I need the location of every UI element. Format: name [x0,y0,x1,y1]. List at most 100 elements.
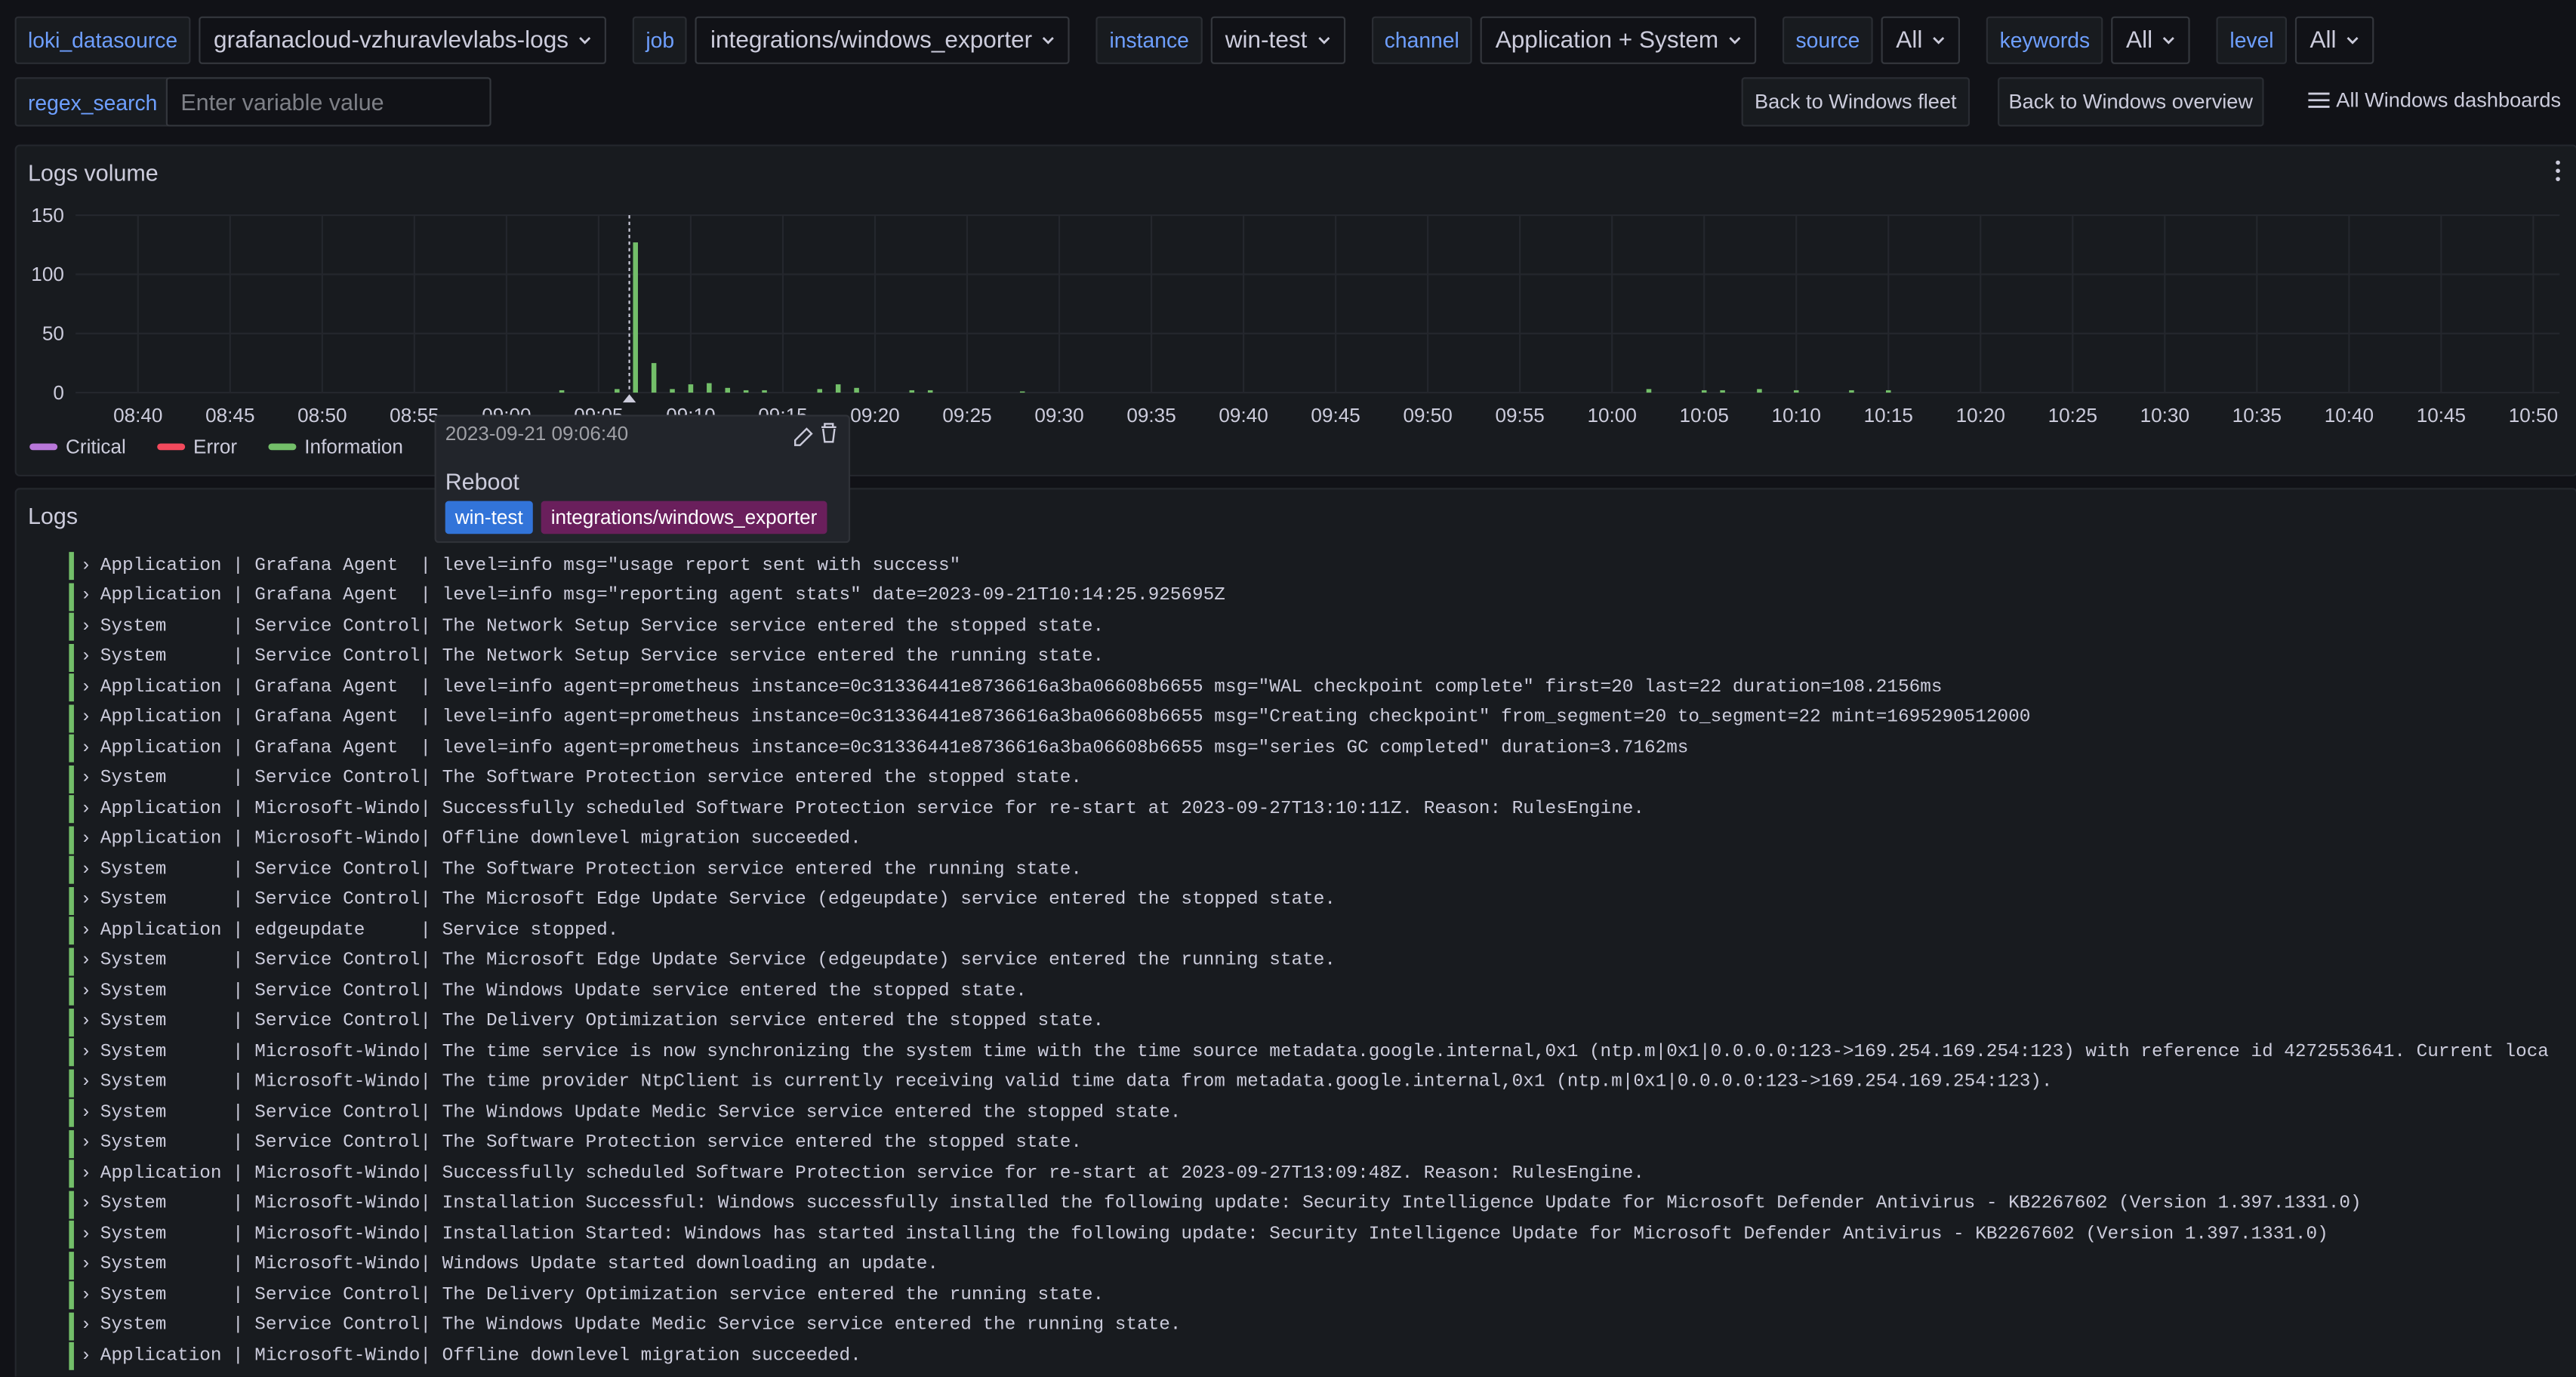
log-row[interactable]: › System | Service Control| The Windows U… [69,1311,1181,1340]
variable-label: level [2216,16,2288,64]
log-line: System | Service Control| The Software P… [100,860,1082,880]
variable-select[interactable]: All [1881,16,1961,64]
x-tick-label: 08:55 [390,404,439,427]
link-button[interactable]: Back to Windows fleet [1741,77,1971,127]
panel-menu[interactable] [2553,159,2563,182]
variable: keywords All [1986,16,2191,64]
x-tick-label: 10:20 [1956,404,2005,427]
expand-chevron: › [80,1103,92,1123]
log-line: Application | Grafana Agent | level=info… [100,677,1943,698]
x-tick-label: 09:45 [1311,404,1360,427]
dropdown-link[interactable]: All Windows dashboards [2336,88,2562,112]
log-row[interactable]: › Application | Grafana Agent | level=inf… [69,704,2030,732]
variable-select[interactable]: All [2294,16,2374,64]
y-tick-label: 150 [31,204,64,226]
log-line: Application | Grafana Agent | level=info… [100,707,2031,728]
variable-value: Application + System [1495,26,1719,54]
x-tick-label: 08:50 [297,404,347,427]
variable-select[interactable]: integrations/windows_exporter [695,16,1071,64]
expand-chevron: › [80,981,92,1002]
bar [651,362,657,393]
log-row[interactable]: › System | Service Control| The Software … [69,855,1082,884]
variable: job integrations/windows_exporter [632,16,1071,64]
log-row[interactable]: › Application | Grafana Agent | level=inf… [69,673,1943,702]
log-line: System | Service Control| The Delivery O… [100,1012,1105,1032]
variable-select[interactable]: All [2111,16,2191,64]
log-row[interactable]: › System | Service Control| The Network S… [69,612,1105,641]
annotation-tag: win-test [445,501,533,534]
x-tick-label: 10:50 [2509,404,2558,427]
log-line: System | Service Control| The Network Se… [100,617,1105,637]
variables-bar: loki_datasource grafanacloud-vzhuravlevla… [14,16,2374,64]
bar [1793,390,1799,393]
variable-select[interactable]: grafanacloud-vzhuravlevlabs-logs [199,16,607,64]
log-row[interactable]: › System | Service Control| The Delivery … [69,1281,1104,1310]
bar [1720,390,1725,393]
variable-select[interactable]: Application + System [1481,16,1757,64]
variable: channel Application + System [1371,16,1757,64]
x-tick-label: 10:30 [2140,404,2189,427]
variable: loki_datasource grafanacloud-vzhuravlevla… [14,16,607,64]
log-row[interactable]: › System | Microsoft-Windo| The time serv… [69,1038,2549,1067]
x-tick-label: 09:50 [1403,404,1452,427]
text-input[interactable]: Enter variable value [165,77,491,127]
variable-label: instance [1096,16,1203,64]
expand-chevron: › [80,1194,92,1215]
log-row[interactable]: › Application | Grafana Agent | level=inf… [69,734,1688,762]
legend-label: Error [193,436,237,458]
bar [688,384,694,393]
y-tick-label: 0 [53,381,64,404]
log-row[interactable]: › System | Service Control| The Windows U… [69,1098,1181,1127]
link-button[interactable]: Back to Windows overview [1998,77,2264,127]
tag-label: win-test [454,506,524,528]
chevron-icon [579,35,591,44]
log-row[interactable]: › Application | Microsoft-Windo| Successf… [69,1160,1644,1188]
log-row[interactable]: › System | Service Control| The Windows U… [69,977,1027,1006]
log-line: System | Service Control| The Windows Up… [100,981,1027,1002]
log-row[interactable]: › System | Service Control| The Microsoft… [69,947,1336,975]
log-row[interactable]: › Application | Grafana Agent | level=inf… [69,552,960,581]
expand-chevron: › [80,950,92,972]
expand-chevron: › [80,1285,92,1305]
log-row[interactable]: › System | Microsoft-Windo| Installation … [69,1220,2328,1249]
variable: instance win-test [1096,16,1345,64]
expand-chevron: › [80,586,92,606]
annotation-marker [622,394,636,403]
log-row[interactable]: › Application | Microsoft-Windo| Offline … [69,825,861,854]
x-tick-label: 08:40 [113,404,162,427]
y-tick-label: 50 [42,322,64,344]
log-line: Application | Microsoft-Windo| Successfu… [100,1163,1644,1184]
variable-value: grafanacloud-vzhuravlevlabs-logs [214,26,569,54]
log-row[interactable]: › Application | Grafana Agent | level=inf… [69,582,1225,611]
log-row[interactable]: › System | Microsoft-Windo| The time prov… [69,1068,2053,1097]
variable-label: loki_datasource [14,16,191,64]
bar [725,387,731,393]
log-row[interactable]: › System | Service Control| The Microsoft… [69,886,1336,914]
expand-chevron: › [80,617,92,637]
bar [909,390,915,393]
expand-chevron: › [80,1315,92,1336]
bar [762,390,767,393]
log-line: System | Microsoft-Windo| Windows Update… [100,1255,939,1275]
expand-chevron: › [80,1163,92,1184]
log-row[interactable]: › System | Service Control| The Delivery … [69,1007,1105,1036]
variable-select[interactable]: win-test [1210,16,1345,64]
delete-icon [821,423,837,443]
bar [1885,390,1891,393]
log-row[interactable]: › System | Microsoft-Windo| Installation … [69,1190,2362,1218]
bar [1849,390,1854,393]
log-row[interactable]: › System | Microsoft-Windo| Windows Updat… [69,1251,939,1280]
log-row[interactable]: › Application | Microsoft-Windo| Successf… [69,795,1644,824]
annotation-tag: integrations/windows_exporter [541,501,827,534]
log-row[interactable]: › System | Service Control| The Network S… [69,642,1104,671]
variable-value: All [2126,26,2153,54]
log-row[interactable]: › Application | edgeupdate | Service stop… [69,916,618,945]
expand-chevron: › [80,920,92,941]
panel-title: Logs [27,502,79,529]
x-tick-label: 10:45 [2417,404,2466,427]
log-row[interactable]: › System | Service Control| The Software … [69,1129,1082,1158]
x-tick-label: 10:35 [2232,404,2282,427]
chevron-icon [1317,35,1330,44]
log-row[interactable]: › System | Service Control| The Software … [69,764,1082,793]
log-row[interactable]: › Application | Microsoft-Windo| Offline … [69,1342,861,1370]
